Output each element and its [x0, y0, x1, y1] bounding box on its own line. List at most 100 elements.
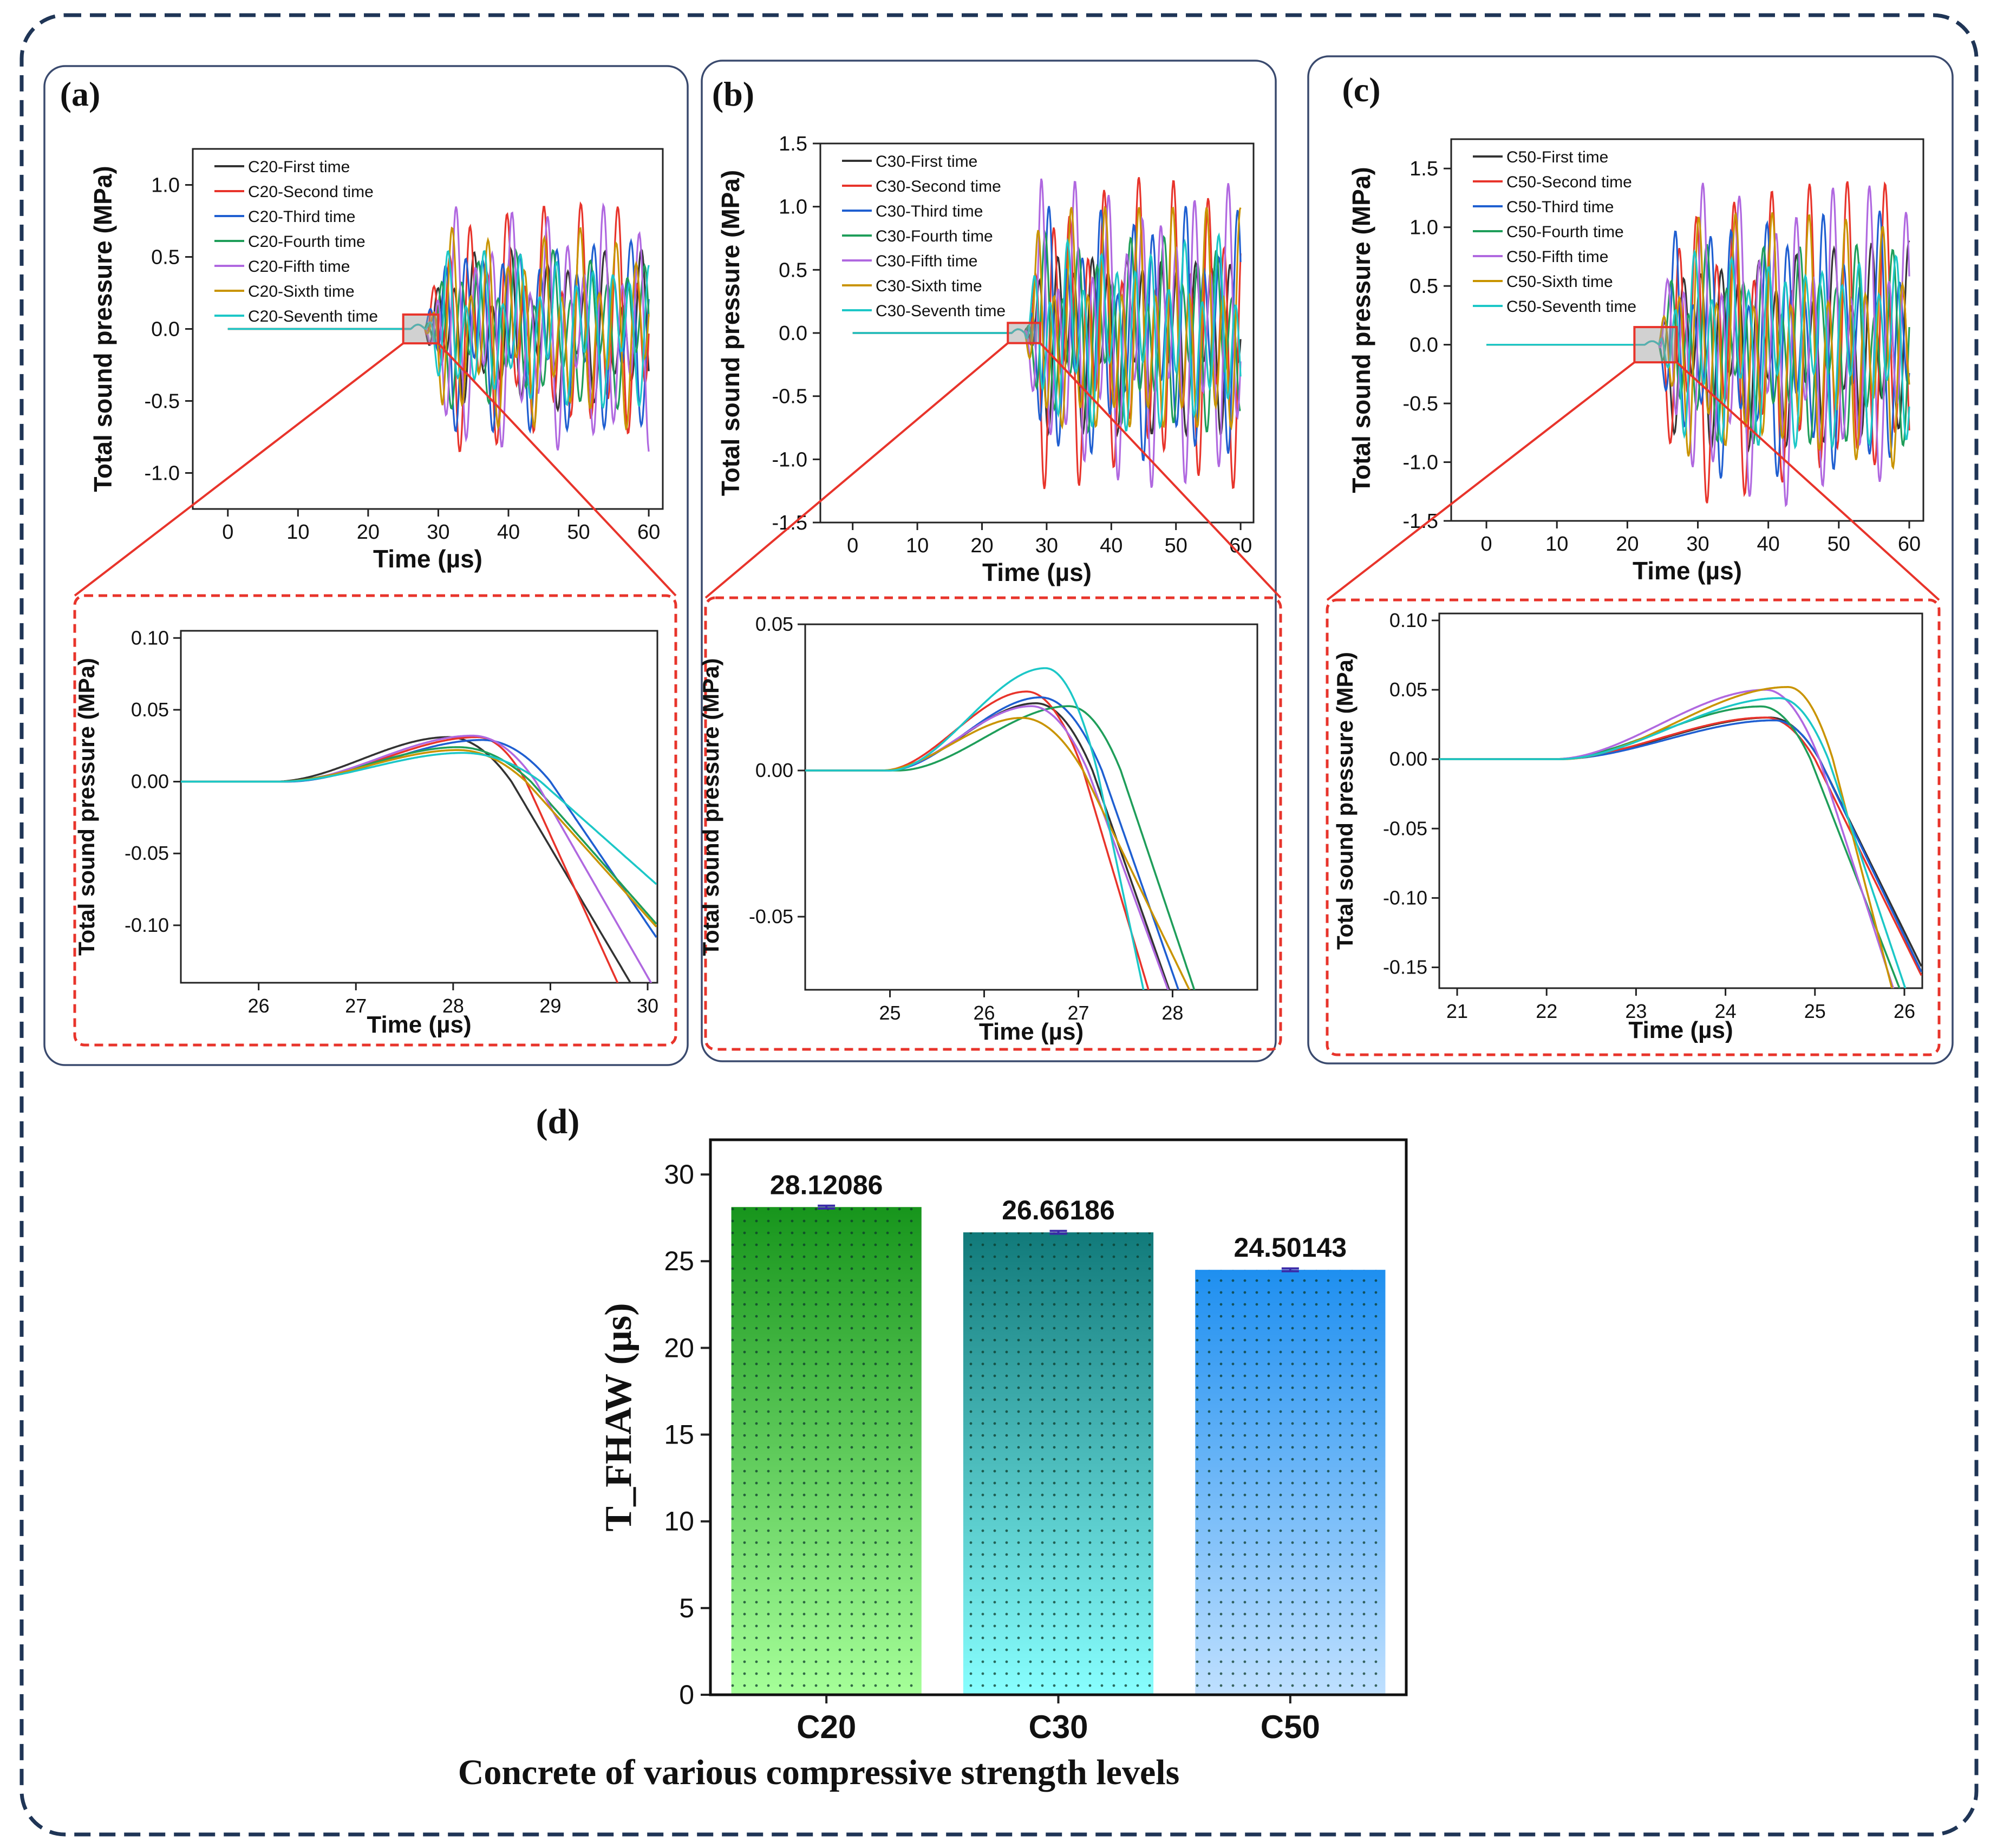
x-tick-label: 27: [1067, 1002, 1089, 1024]
y-tick-label: 1.5: [779, 133, 807, 155]
bar-pattern: [1195, 1270, 1386, 1695]
zoom-curve-sixth-time: [805, 717, 1191, 990]
y-axis-label: Total sound pressure (MPa): [698, 658, 723, 956]
x-tick-label: 40: [1757, 533, 1780, 556]
y-tick-label: 0.0: [1409, 334, 1438, 357]
x-tick-label: 21: [1446, 1000, 1468, 1022]
y-tick-label: 0.10: [131, 626, 169, 649]
bar-plot-area: [709, 1138, 1408, 1696]
x-tick-label: 25: [1804, 1000, 1826, 1022]
zoom-curve-seventh-time: [805, 667, 1145, 990]
x-tick-label: 50: [567, 521, 590, 544]
plot-area: [1450, 138, 1924, 522]
x-axis-label: Time (µs): [1633, 557, 1742, 585]
zoom-curve-fourth-time: [181, 746, 657, 925]
zoom-curve-seventh-time: [181, 752, 657, 885]
x-tick-label: 25: [879, 1002, 901, 1024]
x-tick-label: 26: [248, 995, 270, 1017]
y-axis-label: Total sound pressure (MPa): [716, 170, 745, 496]
zoom-curve-third-time: [805, 696, 1180, 990]
waveform-seventh-time: [227, 250, 650, 409]
zoom-curve-seventh-time: [1439, 697, 1907, 988]
zoom-connector: [1039, 342, 1282, 599]
y-tick-label: -0.05: [125, 842, 169, 864]
x-axis-label: Time (µs): [982, 558, 1092, 586]
x-tick-label: 0: [847, 534, 858, 557]
zoom-plot-area: [804, 623, 1258, 991]
y-tick-label: 1.0: [1409, 217, 1438, 239]
legend-entry: C20-Second time: [248, 183, 374, 201]
legend-entry: C20-Fifth time: [248, 258, 350, 276]
y-tick-label: 0.00: [131, 770, 169, 793]
x-tick-label: 10: [286, 521, 309, 544]
y-axis-label: Total sound pressure (MPa): [1332, 652, 1358, 950]
y-axis-label: Total sound pressure (MPa): [89, 166, 117, 492]
y-tick-label: 0.00: [755, 759, 793, 781]
y-tick-label: 1.5: [1409, 158, 1438, 180]
zoom-curve-second-time: [1439, 716, 1922, 976]
x-tick-label: 28: [442, 995, 464, 1017]
legend-entry: C30-Fifth time: [876, 252, 977, 270]
x-tick-label: 0: [222, 521, 233, 544]
legend-entry: C30-Sixth time: [876, 277, 982, 295]
y-tick-label: 0.00: [1389, 748, 1427, 770]
zoom-box: [1007, 322, 1041, 344]
y-tick-label: 15: [664, 1420, 694, 1450]
legend-entry: C50-First time: [1506, 148, 1608, 166]
bar-pattern: [963, 1232, 1154, 1695]
x-tick-label: C20: [797, 1709, 856, 1745]
y-tick-label: 0.05: [1389, 678, 1427, 701]
zoom-box: [1633, 326, 1678, 364]
panel-label: (c): [1342, 70, 1380, 109]
x-tick-label: 0: [1481, 533, 1492, 556]
x-tick-label: 20: [1616, 533, 1639, 556]
zoom-curve-fifth-time: [181, 734, 652, 983]
x-tick-label: 23: [1625, 1000, 1647, 1022]
y-tick-label: -1.0: [1403, 452, 1438, 474]
y-tick-label: 0.05: [755, 613, 793, 635]
x-tick-label: 20: [970, 534, 993, 557]
zoom-box: [402, 313, 440, 345]
legend-entry: C50-Fifth time: [1506, 248, 1608, 266]
y-tick-label: 0: [679, 1680, 694, 1710]
waveform-seventh-time: [852, 232, 1242, 432]
x-tick-label: 40: [497, 521, 520, 544]
y-tick-label: 0.05: [131, 698, 169, 721]
zoom-connector: [74, 342, 404, 597]
panel-label: (a): [60, 75, 101, 113]
y-tick-label: -0.05: [1383, 817, 1427, 839]
y-tick-label: -0.05: [749, 905, 793, 928]
legend-entry: C20-Fourth time: [248, 233, 366, 251]
waveform-seventh-time: [1486, 249, 1910, 450]
y-tick-label: 0.0: [151, 318, 180, 341]
panel-label: (b): [712, 75, 754, 113]
x-tick-label: 26: [1894, 1000, 1915, 1022]
legend-entry: C20-Sixth time: [248, 283, 355, 301]
y-tick-label: -0.10: [1383, 886, 1427, 909]
y-axis-label: T_FHAW (µs): [598, 1303, 639, 1531]
y-tick-label: 0.0: [779, 322, 807, 345]
legend-entry: C50-Sixth time: [1506, 273, 1613, 291]
zoom-frame: [1326, 598, 1941, 1056]
zoom-connector: [1676, 361, 1940, 601]
legend-entry: C30-Fourth time: [876, 227, 993, 245]
bar-value-label: 26.66186: [1002, 1195, 1115, 1225]
x-axis-label: Time (µs): [979, 1018, 1084, 1045]
x-tick-label: 30: [1686, 533, 1709, 556]
y-tick-label: 30: [664, 1159, 694, 1190]
x-tick-label: 50: [1165, 534, 1187, 557]
y-axis-label: Total sound pressure (MPa): [1347, 167, 1375, 493]
x-tick-label: 22: [1536, 1000, 1557, 1022]
legend-entry: C50-Fourth time: [1506, 223, 1624, 241]
panel-label: (d): [536, 1102, 580, 1141]
x-tick-label: 29: [539, 995, 561, 1017]
bar-pattern: [731, 1207, 922, 1695]
y-tick-label: 1.0: [779, 196, 807, 219]
legend-entry: C30-Second time: [876, 178, 1001, 195]
x-axis-label: Time (µs): [1628, 1017, 1733, 1043]
y-tick-label: 20: [664, 1333, 694, 1363]
y-tick-label: -0.5: [772, 386, 807, 408]
y-tick-label: -1.0: [145, 462, 180, 485]
y-tick-label: -0.5: [1403, 393, 1438, 415]
legend-entry: C50-Second time: [1506, 173, 1632, 191]
